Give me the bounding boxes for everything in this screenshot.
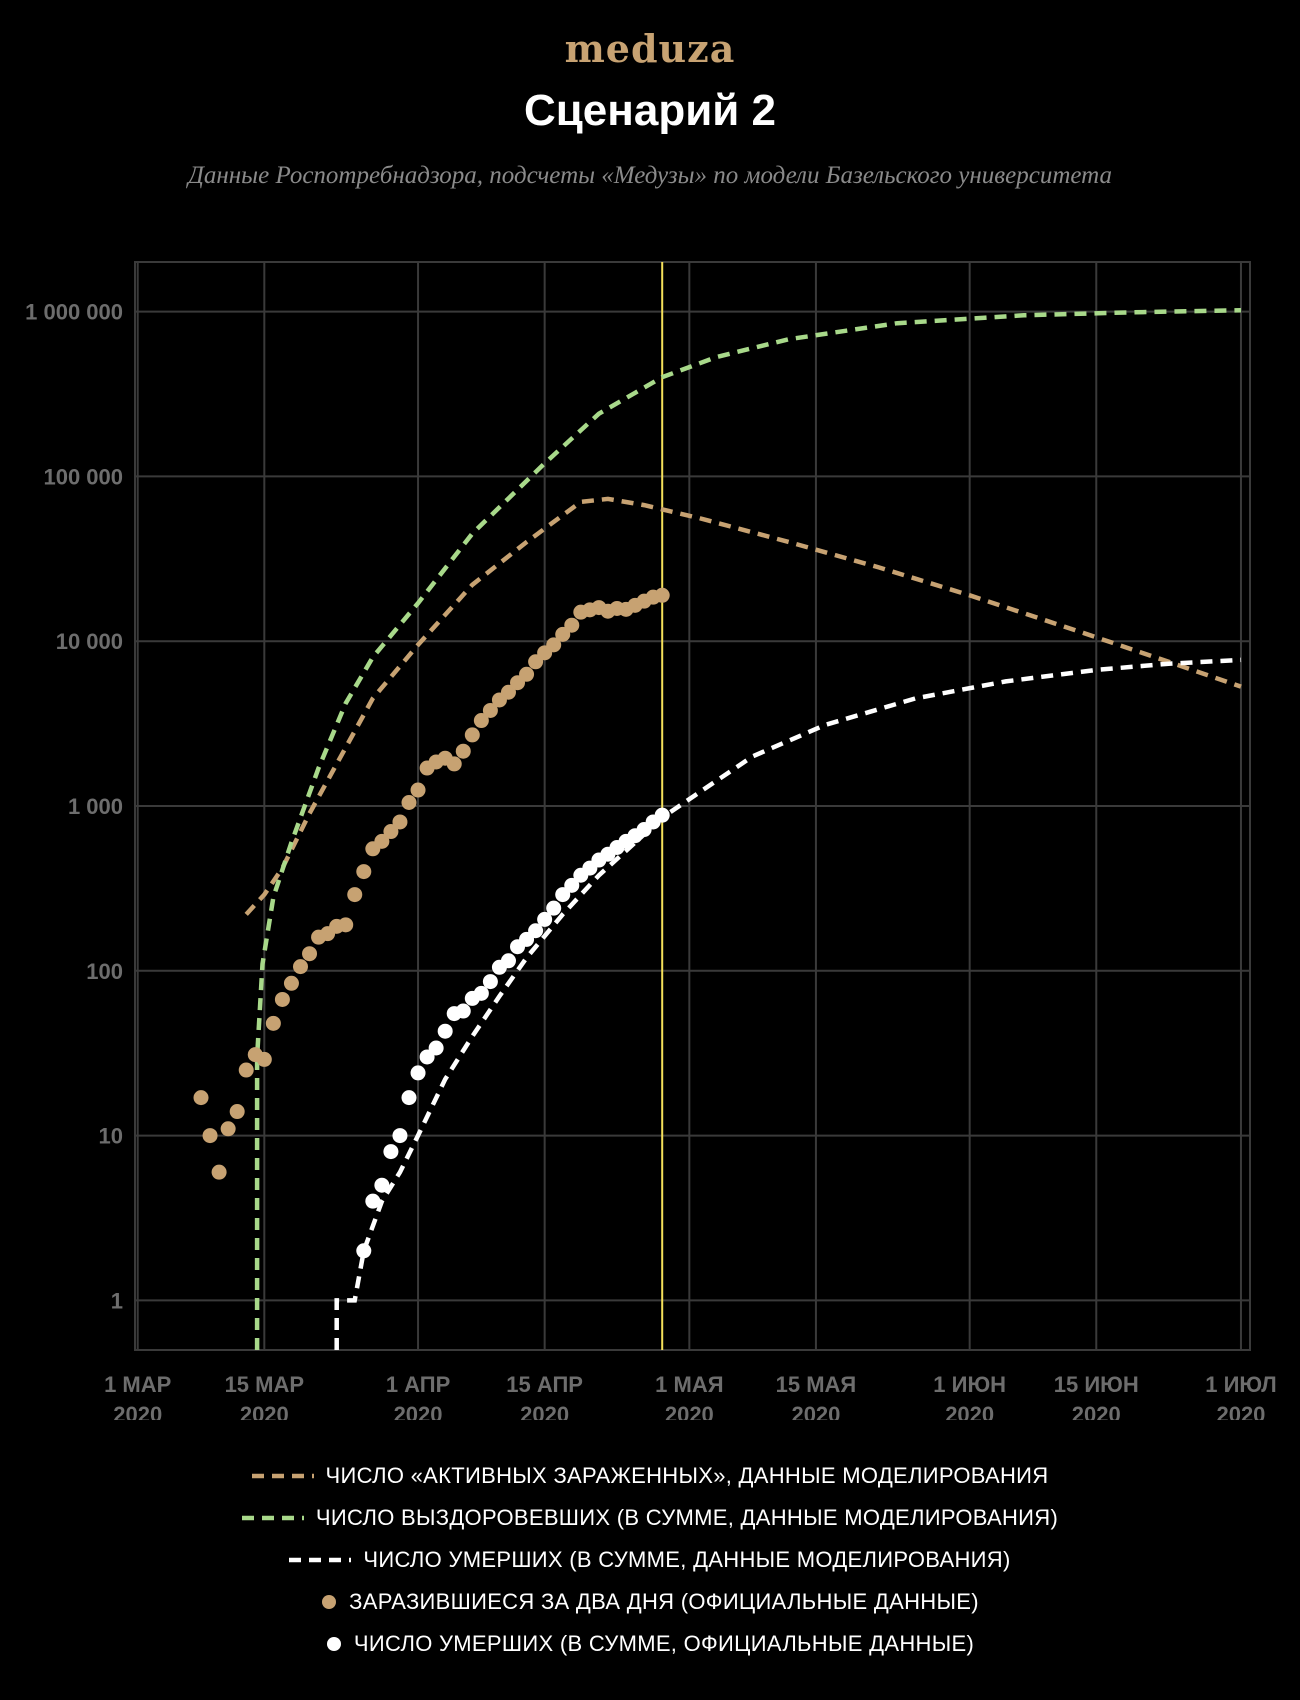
series-point-4 — [500, 953, 516, 969]
y-tick-label: 10 — [99, 1124, 123, 1149]
x-tick-year: 2020 — [1072, 1402, 1121, 1420]
x-tick-year: 2020 — [240, 1402, 289, 1420]
series-point-3 — [274, 991, 290, 1007]
series-point-4 — [537, 911, 553, 927]
chart-canvas: 1 10 100 1 000 10 000 100 000 1 000 000 1 МАР 20… — [25, 261, 1277, 1420]
x-tick-label: 1 ИЮН — [933, 1372, 1006, 1397]
series-point-4 — [546, 900, 562, 916]
y-tick-label: 100 — [86, 959, 123, 984]
series-point-3 — [654, 587, 670, 603]
x-tick-label: 1 АПР — [386, 1372, 450, 1397]
series-point-4 — [365, 1193, 381, 1209]
legend-dash-swatch — [289, 1557, 352, 1563]
series-point-4 — [564, 877, 580, 893]
series-point-3 — [347, 887, 363, 903]
series-point-3 — [455, 743, 471, 759]
x-tick-label: 1 МАР — [104, 1372, 171, 1397]
series-point-3 — [302, 946, 318, 962]
x-tick-year: 2020 — [945, 1402, 994, 1420]
chart-subtitle: Данные Роспотребнадзора, подсчеты «Медуз… — [187, 162, 1113, 189]
series-point-4 — [401, 1090, 417, 1106]
legend-label: ЧИСЛО ВЫЗДОРОВЕВШИХ (В СУММЕ, ДАННЫЕ МОД… — [315, 1505, 1059, 1530]
series-line-1 — [254, 307, 1242, 1350]
series-point-4 — [392, 1128, 408, 1144]
series-line-0 — [244, 496, 1242, 916]
series-point-3 — [519, 666, 535, 682]
series-point-3 — [338, 917, 354, 933]
x-tick-year: 2020 — [665, 1402, 714, 1420]
series-point-4 — [555, 887, 571, 903]
series-point-3 — [229, 1104, 245, 1120]
series-point-3 — [265, 1015, 281, 1031]
y-tick-label: 1 000 000 — [25, 300, 123, 325]
y-tick-label: 1 — [111, 1288, 123, 1313]
x-tick-year: 2020 — [520, 1402, 569, 1420]
series-point-3 — [555, 626, 571, 642]
series-point-3 — [500, 684, 516, 700]
x-tick-year: 2020 — [113, 1402, 162, 1420]
legend-item: ЧИСЛО ВЫЗДОРОВЕВШИХ (В СУММЕ, ДАННЫЕ МОД… — [0, 1497, 1300, 1539]
series-point-3 — [464, 727, 480, 743]
series-point-3 — [392, 814, 408, 830]
series-point-4 — [528, 923, 544, 939]
x-tick-label: 15 АПР — [506, 1372, 583, 1397]
y-tick-label: 100 000 — [43, 464, 123, 489]
legend-label: ЧИСЛО «АКТИВНЫХ ЗАРАЖЕННЫХ», ДАННЫЕ МОДЕ… — [325, 1463, 1049, 1488]
x-tick-year: 2020 — [1216, 1402, 1265, 1420]
series-point-4 — [383, 1144, 399, 1160]
series-point-3 — [482, 702, 498, 718]
meduza-logo: meduza — [564, 26, 736, 71]
series-point-4 — [654, 807, 670, 823]
series-line-2 — [334, 657, 1242, 1350]
series-point-4 — [482, 974, 498, 990]
legend-item: ЧИСЛО УМЕРШИХ (В СУММЕ, ДАННЫЕ МОДЕЛИРОВ… — [0, 1539, 1300, 1581]
series-point-4 — [428, 1040, 444, 1056]
x-tick-label: 1 ИЮЛ — [1205, 1372, 1276, 1397]
series-point-3 — [256, 1051, 272, 1067]
series-point-3 — [193, 1090, 209, 1106]
series-point-4 — [410, 1065, 426, 1081]
series-point-3 — [292, 959, 308, 975]
series-point-3 — [564, 617, 580, 633]
y-tick-label: 10 000 — [56, 629, 123, 654]
x-tick-year: 2020 — [394, 1402, 443, 1420]
series-point-3 — [202, 1128, 218, 1144]
x-tick-label: 15 МАЯ — [776, 1372, 857, 1397]
legend-label: ЧИСЛО УМЕРШИХ (В СУММЕ, ДАННЫЕ МОДЕЛИРОВ… — [363, 1547, 1011, 1572]
legend-item: ЧИСЛО УМЕРШИХ (В СУММЕ, ОФИЦИАЛЬНЫЕ ДАНН… — [0, 1623, 1300, 1665]
series-point-4 — [374, 1177, 390, 1193]
series-point-3 — [211, 1164, 227, 1180]
series-point-3 — [383, 824, 399, 840]
chart-legend: ЧИСЛО «АКТИВНЫХ ЗАРАЖЕННЫХ», ДАННЫЕ МОДЕ… — [0, 1455, 1300, 1665]
y-tick-label: 1 000 — [68, 794, 123, 819]
series-point-3 — [374, 833, 390, 849]
x-tick-label: 1 МАЯ — [655, 1372, 723, 1397]
legend-dash-swatch — [241, 1515, 304, 1521]
series-point-4 — [356, 1243, 372, 1259]
legend-dot-swatch — [326, 1637, 341, 1651]
series-point-3 — [473, 713, 489, 729]
series-point-3 — [546, 637, 562, 653]
series-point-3 — [283, 975, 299, 991]
series-point-4 — [473, 985, 489, 1001]
series-point-3 — [401, 795, 417, 811]
series-point-3 — [220, 1121, 236, 1137]
x-tick-year: 2020 — [791, 1402, 840, 1420]
series-point-3 — [410, 782, 426, 798]
legend-item: ЗАРАЗИВШИЕСЯ ЗА ДВА ДНЯ (ОФИЦИАЛЬНЫЕ ДАН… — [0, 1581, 1300, 1623]
series-point-4 — [455, 1003, 471, 1019]
x-tick-label: 15 ИЮН — [1054, 1372, 1139, 1397]
series-point-3 — [446, 756, 462, 772]
legend-dash-swatch — [251, 1473, 314, 1479]
x-tick-label: 15 МАР — [225, 1372, 304, 1397]
series-point-3 — [238, 1062, 254, 1078]
legend-label: ЧИСЛО УМЕРШИХ (В СУММЕ, ОФИЦИАЛЬНЫЕ ДАНН… — [353, 1631, 975, 1656]
chart-title: Сценарий 2 — [523, 86, 776, 135]
legend-item: ЧИСЛО «АКТИВНЫХ ЗАРАЖЕННЫХ», ДАННЫЕ МОДЕ… — [0, 1455, 1300, 1497]
legend-dot-swatch — [322, 1595, 337, 1609]
series-point-4 — [437, 1023, 453, 1039]
series-point-3 — [356, 864, 372, 880]
legend-label: ЗАРАЗИВШИЕСЯ ЗА ДВА ДНЯ (ОФИЦИАЛЬНЫЕ ДАН… — [349, 1589, 979, 1614]
